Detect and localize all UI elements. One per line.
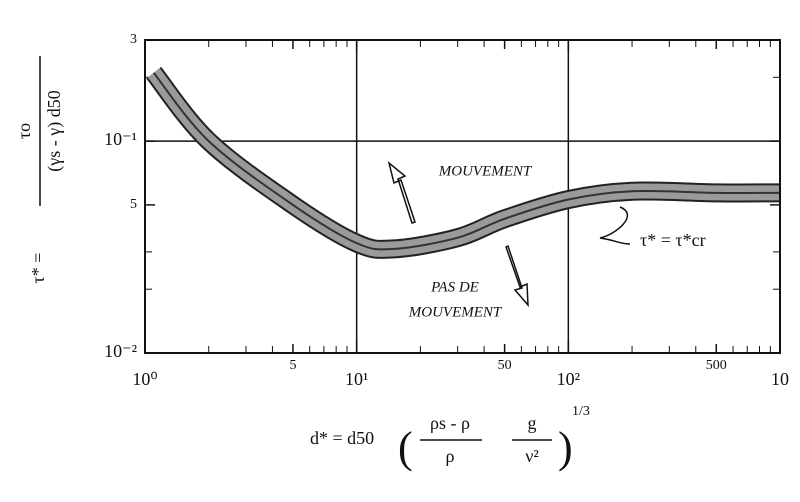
plot-frame	[144, 39, 781, 354]
x-label-exp: 1/3	[572, 404, 590, 419]
x-tick-label: 10²	[557, 369, 580, 389]
y-axis-label: τ* = τo (γs - γ) d50	[14, 56, 65, 283]
x-label-lhs: d* = d50	[310, 428, 374, 448]
y-tick-label: 5	[130, 197, 137, 212]
annotation: PAS DE	[430, 279, 479, 295]
series-group	[146, 66, 780, 259]
x-tick-label: 5	[289, 358, 296, 373]
y-label-lhs: τ* =	[28, 253, 48, 284]
curve-line	[152, 72, 780, 251]
y-tick-label: 10⁻¹	[104, 129, 137, 149]
y-tick-label: 3	[130, 32, 137, 47]
leader-line	[599, 206, 631, 245]
arrow-down	[505, 244, 529, 308]
y-tick-label: 10⁻²	[104, 341, 137, 361]
x-label-num: ρs - ρ	[430, 413, 470, 433]
curve-band-outline	[146, 66, 780, 259]
arrow-up	[387, 160, 416, 224]
plot-area: 10⁰ 5 10¹ 50 10² 500 10 10⁻² 5 10⁻¹ 3	[104, 32, 789, 389]
annotation: MOUVEMENT	[408, 304, 503, 320]
x-label-den: ν²	[525, 446, 539, 466]
x-label-den: ρ	[446, 446, 455, 466]
x-tick-label: 10⁰	[132, 369, 157, 389]
x-tick-label: 10	[771, 369, 789, 389]
y-label-num: τo	[14, 123, 34, 139]
x-label-num: g	[528, 413, 537, 433]
x-tick-label: 50	[498, 358, 512, 373]
x-axis-label: d* = d50 ( ρs - ρ ρ g ν² ) 1/3	[310, 404, 590, 472]
x-tick-label: 10¹	[345, 369, 368, 389]
paren: )	[558, 423, 573, 472]
annotation: MOUVEMENT	[438, 163, 533, 179]
y-label-den: (γs - γ) d50	[44, 90, 65, 171]
paren: (	[398, 423, 413, 472]
x-tick-label: 500	[706, 358, 727, 373]
legend-label: τ* = τ*cr	[640, 230, 706, 250]
